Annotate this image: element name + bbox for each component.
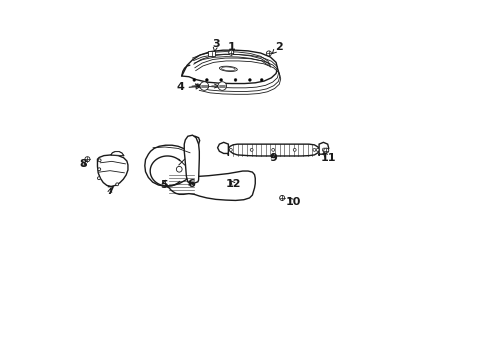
Polygon shape — [167, 171, 255, 201]
Circle shape — [234, 78, 237, 81]
Circle shape — [116, 183, 119, 186]
Circle shape — [323, 148, 328, 153]
Polygon shape — [184, 135, 199, 184]
Text: 5: 5 — [160, 180, 167, 190]
Ellipse shape — [219, 66, 237, 71]
Text: 3: 3 — [212, 39, 219, 49]
Polygon shape — [111, 152, 123, 156]
Circle shape — [250, 148, 253, 151]
Text: 8: 8 — [79, 159, 87, 169]
Polygon shape — [228, 144, 319, 156]
Polygon shape — [97, 155, 128, 186]
Circle shape — [248, 78, 251, 81]
Circle shape — [218, 82, 226, 90]
Text: 11: 11 — [320, 153, 336, 163]
Text: 10: 10 — [285, 197, 300, 207]
Polygon shape — [186, 136, 199, 149]
Text: 2: 2 — [274, 42, 282, 52]
Circle shape — [279, 195, 284, 201]
Circle shape — [322, 148, 325, 152]
Circle shape — [260, 78, 263, 81]
Polygon shape — [144, 145, 194, 186]
Circle shape — [98, 159, 101, 162]
Circle shape — [293, 148, 296, 151]
Circle shape — [98, 168, 101, 171]
Circle shape — [192, 78, 195, 81]
Polygon shape — [182, 50, 277, 84]
Text: 6: 6 — [186, 179, 194, 189]
Circle shape — [97, 177, 100, 180]
Circle shape — [205, 78, 208, 81]
Text: 9: 9 — [269, 153, 277, 163]
Circle shape — [228, 50, 233, 55]
Polygon shape — [217, 142, 228, 156]
Text: 1: 1 — [227, 42, 235, 52]
Bar — [207, 51, 215, 56]
Circle shape — [200, 82, 208, 90]
Polygon shape — [319, 142, 328, 156]
Circle shape — [312, 148, 315, 151]
Text: 7: 7 — [106, 186, 114, 197]
Circle shape — [219, 78, 222, 81]
Circle shape — [271, 148, 274, 151]
Text: 12: 12 — [225, 179, 241, 189]
Circle shape — [266, 51, 271, 56]
Text: 4: 4 — [176, 82, 183, 93]
Circle shape — [316, 148, 319, 151]
Circle shape — [229, 148, 232, 151]
Circle shape — [85, 157, 90, 162]
Circle shape — [176, 166, 182, 172]
